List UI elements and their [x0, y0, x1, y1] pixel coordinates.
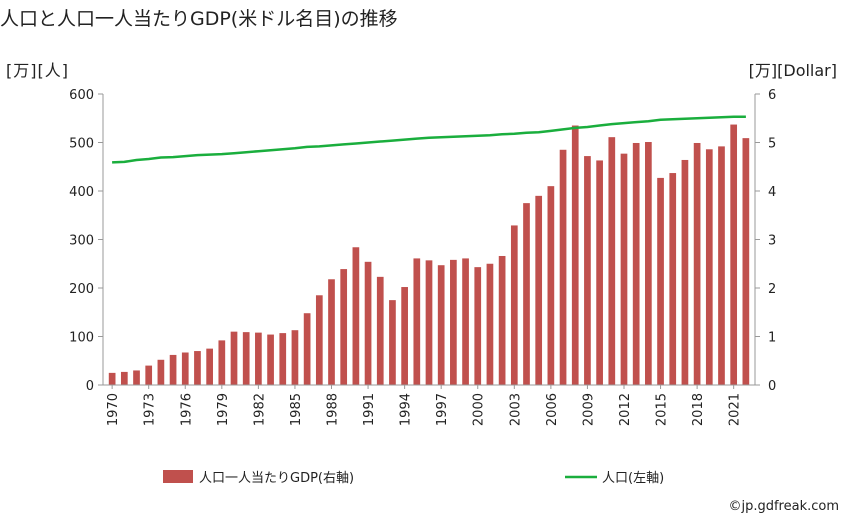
bar [108, 372, 116, 385]
right-axis-tick-label: 4 [768, 185, 776, 200]
bar [389, 300, 396, 385]
x-axis-tick-label: 2009 [581, 393, 596, 426]
bar [462, 258, 469, 385]
x-axis-tick-label: 1997 [435, 393, 450, 426]
left-axis-tick-label: 200 [69, 282, 94, 297]
bar [450, 259, 457, 385]
right-axis-tick-label: 0 [768, 379, 776, 394]
chart-title: 人口と人口一人当たりGDP(米ドル名目)の推移 [0, 8, 398, 30]
x-axis-tick-label: 1979 [216, 393, 231, 426]
bar [474, 267, 482, 385]
legend: 人口一人当たりGDP(右軸) 人口(左軸) [163, 470, 664, 486]
bar [364, 261, 372, 385]
right-axis-tick-label: 5 [768, 137, 776, 152]
bar [169, 354, 177, 385]
bar [181, 352, 189, 385]
right-axis-tick-label: 3 [768, 234, 776, 249]
bar [571, 125, 579, 386]
bar [206, 348, 213, 385]
bar [157, 359, 165, 385]
left-axis-tick-label: 100 [69, 331, 94, 346]
bar [535, 195, 543, 385]
series-line [112, 115, 746, 164]
x-axis-tick-label: 1973 [143, 393, 158, 426]
x-axis-tick-label: 1970 [106, 393, 121, 426]
x-axis-tick-label: 1982 [252, 393, 267, 426]
bar [255, 332, 262, 385]
bar [608, 137, 616, 385]
right-axis-unit: [万][Dollar] [748, 61, 837, 80]
bar [194, 351, 201, 385]
left-axis-tick-label: 500 [69, 137, 94, 152]
bar [559, 149, 567, 385]
left-axis-tick-label: 300 [69, 234, 94, 249]
x-axis-tick-label: 1985 [289, 393, 304, 426]
right-axis-tick-label: 6 [768, 88, 776, 103]
bar [267, 334, 274, 385]
bar [376, 276, 384, 385]
bar [596, 160, 603, 385]
bar [645, 142, 652, 385]
left-axis-unit: [万][人] [6, 61, 69, 80]
x-axis-tick-label: 2021 [728, 393, 743, 426]
bar [413, 258, 421, 385]
bar [632, 142, 640, 385]
legend-label-line: 人口(左軸) [602, 471, 664, 486]
bar [669, 173, 677, 385]
bar [218, 340, 226, 385]
x-axis-tick-label: 2006 [545, 393, 560, 426]
bar [437, 265, 445, 385]
bar [547, 186, 555, 385]
bar [705, 149, 713, 385]
bar [340, 269, 348, 385]
copyright-text: ©jp.gdfreak.com [728, 499, 839, 514]
bar [510, 225, 518, 385]
bar [291, 330, 299, 385]
bar-series [108, 124, 750, 386]
x-axis-tick-label: 2000 [472, 393, 487, 426]
bar [328, 279, 335, 385]
x-axis-tick-label: 2012 [618, 393, 633, 426]
x-axis-tick-label: 1994 [399, 393, 414, 426]
bar [242, 332, 250, 385]
bar [718, 146, 725, 385]
x-axis-tick-label: 1991 [362, 393, 377, 426]
x-axis-tick-label: 1988 [326, 393, 341, 426]
bar [352, 247, 360, 385]
right-axis-tick-label: 2 [768, 282, 776, 297]
x-axis-tick-label: 2018 [691, 393, 706, 426]
line-series [112, 115, 746, 164]
right-axis-tick-label: 1 [768, 331, 776, 346]
bar [315, 295, 323, 385]
x-axis-tick-label: 1976 [179, 393, 194, 426]
left-axis-tick-label: 400 [69, 185, 94, 200]
legend-swatch-bar [163, 470, 193, 483]
x-axis-tick-label: 2003 [508, 393, 523, 426]
left-axis-tick-label: 0 [86, 379, 94, 394]
bar [730, 124, 738, 386]
bar [230, 331, 238, 385]
bar [523, 203, 530, 385]
legend-label-bar: 人口一人当たりGDP(右軸) [199, 471, 354, 486]
left-axis-tick-label: 600 [69, 88, 94, 103]
bar [120, 371, 128, 385]
bar [401, 287, 408, 385]
bar [620, 153, 628, 385]
bar [584, 156, 591, 385]
bar [303, 313, 311, 385]
bar [657, 177, 664, 385]
bar [498, 255, 506, 385]
bar [693, 142, 701, 385]
bar [486, 263, 494, 385]
bar [425, 260, 433, 385]
bar [279, 333, 287, 385]
bar [133, 370, 140, 385]
bar [742, 138, 750, 385]
axes: 0 100 200 300 400 500 600 0 1 2 3 4 5 6 1970 1973 1976 19… [69, 88, 776, 426]
bar [681, 159, 689, 385]
bar [145, 365, 153, 385]
x-axis-tick-label: 2015 [655, 393, 670, 426]
